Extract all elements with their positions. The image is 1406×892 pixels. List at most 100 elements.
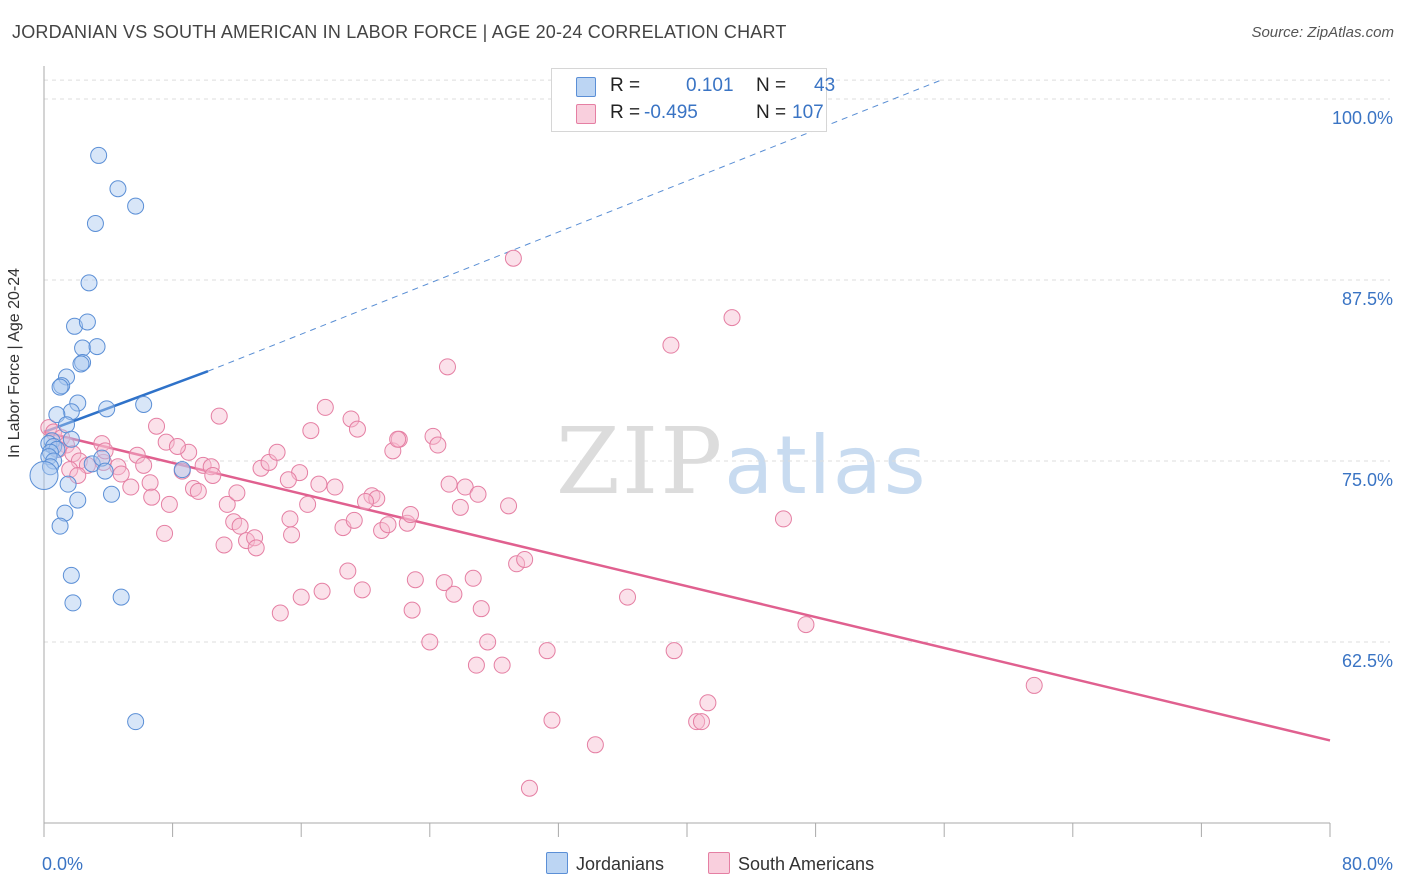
south-american-point: [662, 336, 680, 354]
jordanian-point: [62, 403, 80, 421]
south-americans-legend-swatch: [708, 852, 730, 874]
south-american-point: [283, 526, 301, 544]
chart-title: JORDANIAN VS SOUTH AMERICAN IN LABOR FOR…: [12, 22, 787, 42]
jordanian-point: [90, 146, 108, 164]
correlation-legend: R = 0.101 N = 43 R = -0.495 N = 107: [551, 68, 835, 132]
jordanian-point: [74, 339, 92, 357]
south-american-point: [472, 600, 490, 618]
south-american-point: [493, 656, 511, 674]
south-american-point: [69, 466, 87, 484]
south-american-point: [128, 446, 146, 464]
south-american-points: [40, 249, 1043, 797]
y-tick-label: 62.5%: [1342, 651, 1393, 671]
y-tick-label: 87.5%: [1342, 289, 1393, 309]
legend-r-label: R =: [610, 75, 641, 96]
legend-r-label: R =: [610, 102, 641, 123]
south-american-point: [189, 482, 207, 500]
south-american-point: [688, 713, 706, 731]
jordanian-point: [173, 461, 191, 479]
source-label: Source: ZipAtlas.com: [1251, 24, 1394, 41]
jordanian-point: [69, 491, 87, 509]
south-american-point: [1025, 676, 1043, 694]
south-american-point: [389, 430, 407, 448]
south-american-point: [281, 510, 299, 528]
jordanian-point: [127, 197, 145, 215]
y-tick-label: 100.0%: [1332, 108, 1393, 128]
south-american-point: [543, 711, 561, 729]
jordanian-point: [93, 449, 111, 467]
south-american-point: [368, 490, 386, 508]
south-american-point: [451, 498, 469, 516]
south-american-point: [231, 517, 249, 535]
south-american-point: [403, 601, 421, 619]
watermark: ZIPatlas: [556, 408, 928, 515]
jordanian-point: [69, 394, 87, 412]
south-american-point: [402, 506, 420, 524]
south-american-point: [357, 493, 374, 511]
south-american-point: [143, 488, 161, 506]
south-american-point: [122, 478, 140, 496]
south-american-point: [353, 581, 371, 599]
jordanian-point: [78, 313, 96, 331]
south-american-point: [516, 550, 534, 568]
south-american-point: [299, 495, 317, 513]
watermark-atlas: atlas: [724, 419, 928, 512]
jordanian-point: [51, 378, 69, 396]
jordanian-point: [72, 355, 90, 373]
jordanian-point: [98, 400, 116, 418]
jordanians-legend-label: Jordanians: [576, 854, 665, 874]
legend-n-value: 107: [792, 102, 824, 123]
south-american-point: [456, 478, 474, 496]
south-american-point: [723, 309, 741, 327]
south-american-point: [313, 582, 331, 600]
south-american-point: [302, 422, 320, 440]
south-american-point: [160, 495, 178, 513]
south-american-point: [586, 736, 604, 754]
south-americans-legend-label: South Americans: [738, 854, 875, 874]
south-american-point: [424, 427, 442, 445]
jordanian-point: [62, 566, 80, 584]
south-american-point: [348, 420, 366, 438]
south-american-point: [316, 398, 334, 416]
south-american-point: [292, 588, 310, 606]
jordanian-point: [58, 416, 76, 434]
jordanian-point: [135, 396, 153, 414]
jordanian-point: [80, 274, 98, 292]
south-american-point: [504, 249, 522, 267]
south-american-point: [538, 642, 556, 660]
legend-n-value: 43: [814, 75, 836, 96]
jordanian-point: [56, 504, 74, 522]
watermark-zip: ZIP: [556, 408, 725, 515]
south-american-point: [271, 604, 289, 622]
jordanian-point: [62, 430, 80, 448]
south-american-point: [345, 511, 363, 529]
jordanian-point: [127, 713, 145, 731]
south-american-point: [215, 536, 233, 554]
jordanian-point: [86, 214, 104, 232]
south-american-point: [467, 656, 485, 674]
south-american-point: [64, 445, 82, 463]
jordanian-point: [59, 475, 77, 493]
jordanian-point: [88, 338, 106, 356]
x-tick-label-min: 0.0%: [42, 854, 83, 874]
south-american-point: [508, 555, 526, 573]
south-american-point: [210, 407, 228, 425]
south-american-point: [204, 466, 222, 484]
jordanian-point: [66, 317, 84, 335]
bottom-legend-jordanians: Jordanians: [546, 852, 664, 875]
south-american-point: [339, 562, 357, 580]
legend-n-label: N =: [756, 75, 787, 96]
south-american-point: [168, 438, 186, 455]
south-american-point: [665, 642, 683, 660]
south-american-point: [774, 510, 792, 528]
jordanians-swatch: [576, 77, 596, 97]
south-american-point: [141, 474, 159, 492]
south-american-point: [156, 524, 174, 542]
south-american-point: [180, 443, 198, 461]
jordanian-point: [29, 460, 59, 490]
south-american-point: [699, 694, 717, 712]
legend-r-value: -0.495: [644, 102, 698, 123]
south-american-point: [70, 452, 88, 470]
y-tick-label: 75.0%: [1342, 470, 1393, 490]
south-american-point: [464, 569, 482, 587]
